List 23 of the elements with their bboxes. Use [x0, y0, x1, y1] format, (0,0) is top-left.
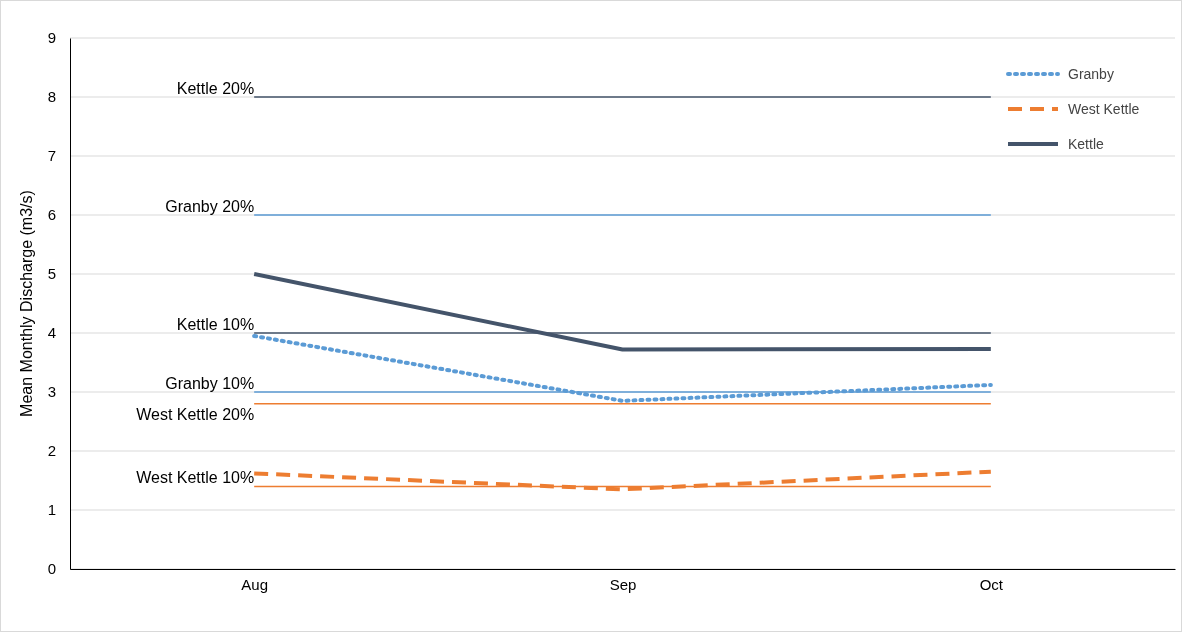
y-tick-label: 3: [47, 383, 56, 401]
ref-line-label: Granby 20%: [165, 198, 255, 215]
y-tick-label: 5: [47, 265, 56, 283]
ref-line-label: Granby 10%: [165, 375, 255, 392]
y-tick-label: 2: [47, 442, 56, 460]
ref-line-label: West Kettle 20%: [136, 405, 255, 423]
ref-line-label: Kettle 20%: [176, 80, 255, 97]
y-tick-label: 6: [47, 206, 56, 224]
y-tick-label: 0: [47, 560, 56, 578]
ref-line-label: Kettle 10%: [176, 316, 255, 333]
x-tick-label: Sep: [609, 575, 637, 593]
legend-label: Kettle: [1068, 136, 1105, 152]
y-tick-label: 9: [47, 29, 56, 47]
y-tick-label: 1: [47, 501, 56, 519]
y-axis-title: Mean Monthly Discharge (m3/s): [18, 190, 35, 417]
y-tick-label: 7: [47, 147, 56, 165]
x-tick-label: Aug: [241, 575, 269, 593]
ref-line-label: West Kettle 10%: [136, 469, 255, 487]
legend-label: West Kettle: [1068, 101, 1140, 117]
y-tick-label: 8: [47, 88, 56, 106]
legend-label: Granby: [1068, 66, 1114, 82]
y-tick-label: 4: [47, 324, 56, 342]
x-tick-label: Oct: [979, 575, 1004, 593]
